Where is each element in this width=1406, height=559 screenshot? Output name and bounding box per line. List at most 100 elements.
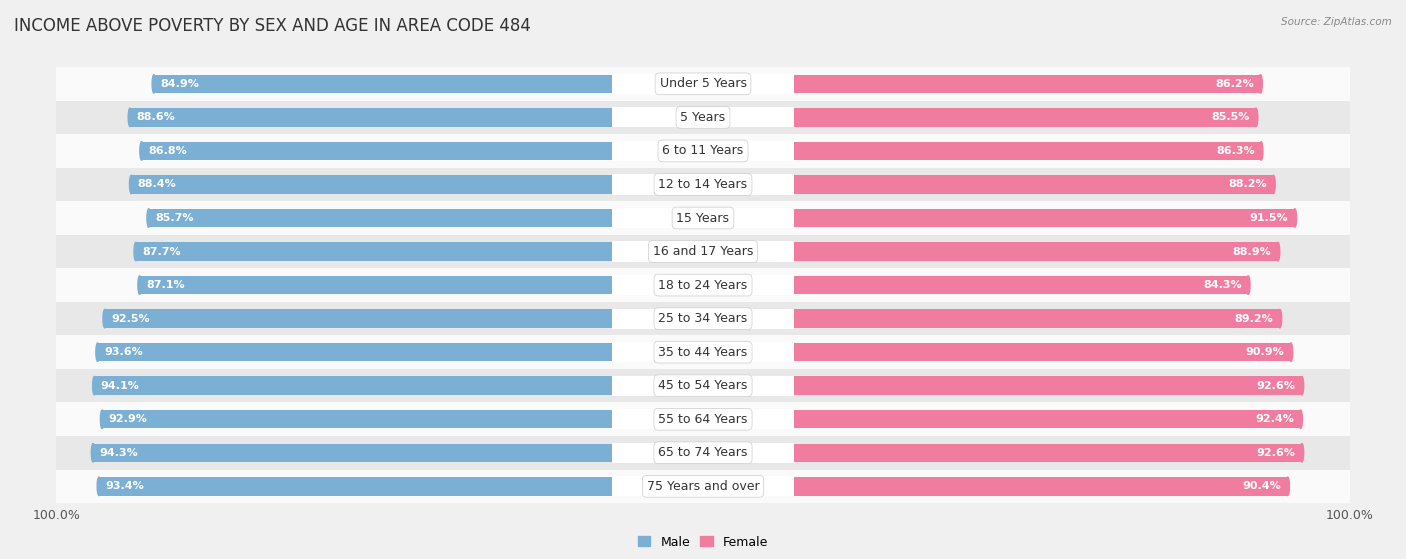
Circle shape (1301, 444, 1303, 462)
Text: 90.9%: 90.9% (1246, 347, 1285, 357)
Circle shape (1289, 343, 1292, 361)
Bar (703, 377, 1302, 395)
Bar (56, 369, 1350, 402)
Bar (56, 201, 1350, 235)
Text: 88.2%: 88.2% (1229, 179, 1267, 190)
Text: 92.9%: 92.9% (108, 414, 148, 424)
Circle shape (93, 377, 96, 395)
Bar (613, 201, 793, 235)
Circle shape (103, 309, 107, 328)
Bar (149, 209, 703, 227)
Circle shape (148, 209, 150, 227)
Bar (703, 74, 1261, 93)
Text: 86.8%: 86.8% (148, 146, 187, 156)
Bar (98, 477, 703, 496)
Text: 65 to 74 Years: 65 to 74 Years (658, 446, 748, 459)
Circle shape (1301, 377, 1303, 395)
Text: 25 to 34 Years: 25 to 34 Years (658, 312, 748, 325)
Text: 6 to 11 Years: 6 to 11 Years (662, 144, 744, 158)
Bar (129, 108, 703, 126)
Bar (613, 235, 793, 268)
Text: 86.2%: 86.2% (1215, 79, 1254, 89)
Bar (703, 276, 1249, 294)
Bar (93, 444, 703, 462)
Bar (613, 443, 793, 463)
Bar (613, 134, 793, 168)
Text: 88.6%: 88.6% (136, 112, 176, 122)
Bar (613, 168, 793, 201)
Bar (703, 410, 1301, 428)
Text: 18 to 24 Years: 18 to 24 Years (658, 278, 748, 292)
Circle shape (1260, 141, 1263, 160)
Text: 75 Years and over: 75 Years and over (647, 480, 759, 493)
Bar (613, 470, 793, 503)
Text: INCOME ABOVE POVERTY BY SEX AND AGE IN AREA CODE 484: INCOME ABOVE POVERTY BY SEX AND AGE IN A… (14, 17, 531, 35)
Bar (613, 67, 793, 101)
Circle shape (1286, 477, 1289, 496)
Text: 92.5%: 92.5% (111, 314, 150, 324)
Circle shape (134, 242, 138, 260)
Text: 94.3%: 94.3% (100, 448, 138, 458)
Bar (703, 209, 1295, 227)
Bar (56, 101, 1350, 134)
Text: 88.4%: 88.4% (138, 179, 177, 190)
Circle shape (1247, 276, 1250, 294)
Text: 90.4%: 90.4% (1243, 481, 1281, 491)
Circle shape (91, 444, 94, 462)
Circle shape (152, 74, 156, 93)
Text: 85.5%: 85.5% (1211, 112, 1250, 122)
Text: Under 5 Years: Under 5 Years (659, 77, 747, 91)
Bar (56, 436, 1350, 470)
Text: 15 Years: 15 Years (676, 211, 730, 225)
Bar (56, 402, 1350, 436)
Text: 85.7%: 85.7% (155, 213, 194, 223)
Bar (703, 310, 1279, 328)
Bar (613, 208, 793, 228)
Circle shape (129, 175, 134, 193)
Bar (613, 275, 793, 295)
Bar (613, 141, 793, 161)
Bar (56, 168, 1350, 201)
Text: 87.1%: 87.1% (146, 280, 184, 290)
Bar (104, 310, 703, 328)
Bar (613, 241, 793, 262)
Bar (56, 335, 1350, 369)
Text: 93.6%: 93.6% (104, 347, 143, 357)
Text: 92.6%: 92.6% (1257, 448, 1295, 458)
Circle shape (1294, 209, 1296, 227)
Text: Source: ZipAtlas.com: Source: ZipAtlas.com (1281, 17, 1392, 27)
Bar (703, 175, 1274, 193)
Bar (142, 142, 703, 160)
Bar (613, 101, 793, 134)
Circle shape (1258, 74, 1263, 93)
Text: 84.9%: 84.9% (160, 79, 200, 89)
Bar (56, 470, 1350, 503)
Bar (56, 235, 1350, 268)
Bar (613, 476, 793, 496)
Bar (56, 268, 1350, 302)
Circle shape (1299, 410, 1302, 428)
Circle shape (1254, 108, 1258, 126)
Bar (613, 174, 793, 195)
Bar (613, 74, 793, 94)
Bar (703, 108, 1256, 126)
Circle shape (128, 108, 132, 126)
Bar (703, 343, 1291, 361)
Bar (613, 369, 793, 402)
Bar (97, 343, 703, 361)
Bar (613, 342, 793, 362)
Text: 35 to 44 Years: 35 to 44 Years (658, 345, 748, 359)
Text: 92.4%: 92.4% (1256, 414, 1294, 424)
Circle shape (1271, 175, 1275, 193)
Circle shape (97, 477, 101, 496)
Circle shape (1277, 242, 1279, 260)
Text: 87.7%: 87.7% (142, 247, 181, 257)
Circle shape (1278, 309, 1282, 328)
Text: 91.5%: 91.5% (1250, 213, 1288, 223)
Bar (613, 335, 793, 369)
Bar (56, 302, 1350, 335)
Text: 84.3%: 84.3% (1204, 280, 1241, 290)
Text: 5 Years: 5 Years (681, 111, 725, 124)
Bar (56, 134, 1350, 168)
Text: 93.4%: 93.4% (105, 481, 145, 491)
